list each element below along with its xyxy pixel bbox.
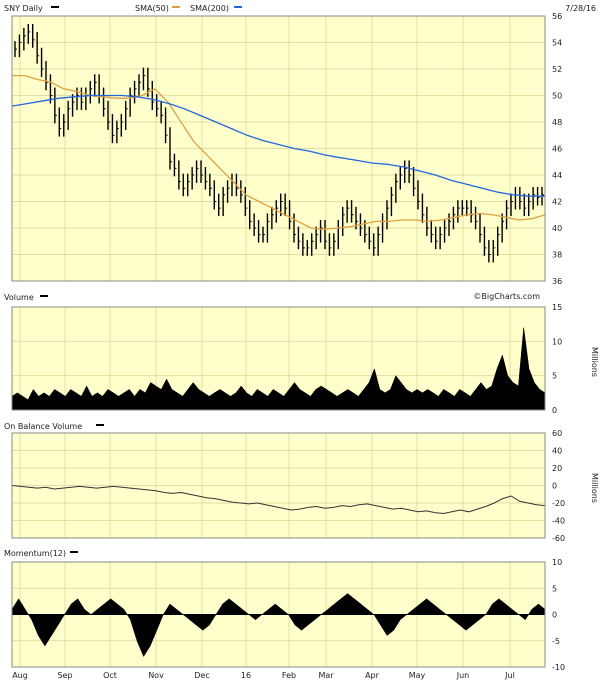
obv-y-tick-label: -20 xyxy=(552,499,565,508)
header: SNY Daily SMA(50) SMA(200) 7/28/16 xyxy=(4,4,596,13)
symbol-label: SNY Daily xyxy=(4,4,43,13)
momentum-panel: 10 5 0 -5 -10 xyxy=(11,558,565,672)
x-tick-label: Apr xyxy=(365,671,380,680)
obv-y-tick-label: -60 xyxy=(552,534,565,543)
momentum-title: Momentum(12) xyxy=(4,549,66,558)
x-tick-label: May xyxy=(409,671,426,680)
obv-border xyxy=(11,432,546,539)
x-tick-label: Oct xyxy=(103,671,117,680)
obv-y-tick-label: 20 xyxy=(552,464,562,473)
volume-border xyxy=(11,306,546,411)
obv-y-tick-label: -40 xyxy=(552,517,565,526)
momentum-border xyxy=(11,561,546,668)
obv-line xyxy=(11,485,546,515)
volume-y-tick-label: 15 xyxy=(552,303,562,312)
price-y-tick-label: 56 xyxy=(552,12,562,21)
momentum-y-tick-label: -10 xyxy=(552,663,565,672)
price-panel: 36 38 40 42 44 46 48 50 52 54 56 xyxy=(11,12,562,286)
price-y-tick-label: 44 xyxy=(552,171,562,180)
obv-title: On Balance Volume xyxy=(4,422,82,431)
momentum-area xyxy=(11,593,546,658)
x-tick-label: Nov xyxy=(148,671,164,680)
momentum-y-tick-label: 5 xyxy=(552,584,557,593)
volume-y-tick-label: 0 xyxy=(552,406,557,415)
obv-y-tick-label: 40 xyxy=(552,447,562,456)
volume-area xyxy=(11,327,546,411)
sma50-legend-swatch xyxy=(172,6,180,8)
price-y-tick-label: 46 xyxy=(552,145,562,154)
x-tick-label: Jul xyxy=(504,671,515,680)
sma200-label: SMA(200) xyxy=(190,4,229,13)
volume-axis-title: Millions xyxy=(590,347,599,377)
x-tick-label: 16 xyxy=(241,671,251,680)
momentum-y-tick-label: 10 xyxy=(552,558,562,567)
obv-panel: 60 40 20 0 -20 -40 -60 xyxy=(11,429,565,543)
volume-legend-swatch xyxy=(40,295,48,297)
obv-axis-title: Millions xyxy=(590,473,599,503)
price-y-tick-label: 48 xyxy=(552,118,562,127)
momentum-y-tick-label: 0 xyxy=(552,611,557,620)
sma200-line xyxy=(11,94,545,197)
price-y-tick-label: 36 xyxy=(552,277,562,286)
price-y-tick-label: 52 xyxy=(552,65,562,74)
date-label: 7/28/16 xyxy=(565,4,596,13)
x-tick-label: Sep xyxy=(57,671,72,680)
volume-title: Volume xyxy=(4,293,34,302)
x-axis: Aug Sep Oct Nov Dec 16 Feb Mar Apr May Jun Jul xyxy=(12,671,515,680)
x-tick-label: Feb xyxy=(282,671,296,680)
volume-y-tick-label: 10 xyxy=(552,337,562,346)
price-border xyxy=(11,15,546,282)
price-y-tick-label: 50 xyxy=(552,92,562,101)
x-tick-label: Mar xyxy=(318,671,334,680)
price-y-tick-label: 38 xyxy=(552,251,562,260)
sma200-legend-swatch xyxy=(234,6,242,8)
watermark: ©BigCharts.com xyxy=(473,292,540,301)
x-tick-label: Dec xyxy=(194,671,209,680)
obv-y-tick-label: 0 xyxy=(552,482,557,491)
volume-y-tick-label: 5 xyxy=(552,372,557,381)
volume-panel: 0 5 10 15 xyxy=(11,303,562,415)
sma50-line xyxy=(12,74,546,230)
symbol-legend-swatch xyxy=(51,6,59,8)
price-y-tick-label: 42 xyxy=(552,198,562,207)
panels-layer: 36384042444648505254560510156040200-20-4… xyxy=(11,12,565,672)
price-y-tick-label: 40 xyxy=(552,224,562,233)
sma50-label: SMA(50) xyxy=(135,4,169,13)
x-tick-label: Jun xyxy=(456,671,470,680)
obv-legend-swatch xyxy=(96,424,104,426)
x-tick-label: Aug xyxy=(12,671,28,680)
obv-y-tick-label: 60 xyxy=(552,429,562,438)
momentum-y-tick-label: -5 xyxy=(552,637,560,646)
price-y-tick-label: 54 xyxy=(552,39,562,48)
momentum-legend-swatch xyxy=(70,551,78,553)
